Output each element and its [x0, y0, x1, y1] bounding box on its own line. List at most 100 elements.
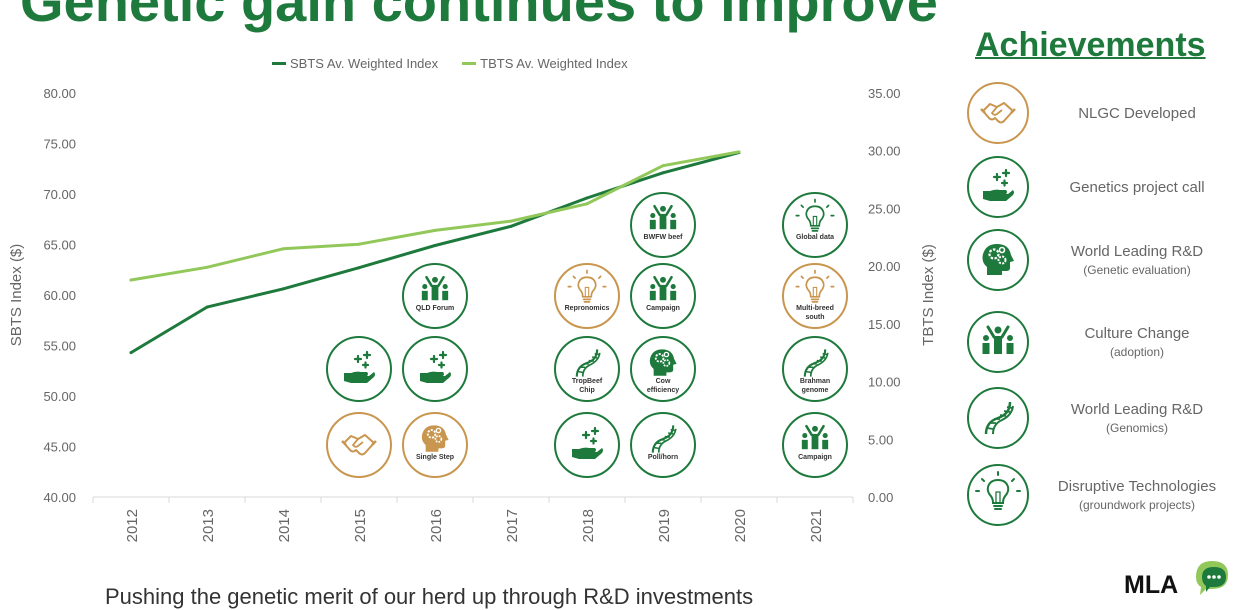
- annotation-hand-sparkle-2016-2: [402, 336, 468, 402]
- achievement-label: NLGC Developed: [1078, 104, 1196, 122]
- achievement-sub: (Genomics): [1105, 421, 1168, 435]
- annotation-bulb-2018-3: Repronomics: [554, 263, 620, 329]
- data-point-tbts-2019: [661, 164, 665, 168]
- hand-sparkle-icon: [572, 426, 603, 459]
- y-left-tick-label: 70.00: [43, 187, 76, 202]
- x-tick-label-2021: 2021: [808, 509, 825, 542]
- achievement-sub: (adoption): [1109, 345, 1165, 359]
- annotation-circle: [402, 336, 468, 402]
- y-left-tick-label: 45.00: [43, 440, 76, 455]
- data-point-tbts-2016: [433, 228, 437, 232]
- head-gears-icon: [649, 349, 677, 376]
- achievement-sub: (groundwork projects): [1078, 498, 1196, 512]
- y-left-tick-label: 55.00: [43, 339, 76, 354]
- x-tick-label-2016: 2016: [428, 509, 445, 542]
- achievement-sub: (Genetic evaluation): [1083, 263, 1191, 277]
- hand-sparkle-icon: [967, 156, 1029, 218]
- data-point-sbts-2013: [205, 305, 209, 309]
- mla-logo: MLA: [1124, 555, 1244, 600]
- head-gears-icon: [967, 229, 1029, 291]
- dna-icon: [803, 349, 829, 377]
- annotation-circle: [554, 336, 620, 402]
- achievements-title: Achievements: [975, 26, 1206, 64]
- annotation-bulb-2021-4: Global data: [782, 192, 848, 258]
- annotation-circle: [630, 412, 696, 478]
- y-right-tick-label: 25.00: [868, 201, 901, 216]
- x-tick-label-2015: 2015: [352, 509, 369, 542]
- annotation-label: Poll/horn: [648, 454, 678, 461]
- annotation-label: TropBeef Chip: [572, 378, 603, 394]
- dna-icon: [967, 387, 1029, 449]
- y-right-tick-label: 35.00: [868, 86, 901, 101]
- y-left-tick-label: 50.00: [43, 389, 76, 404]
- annotation-head-gears-2016-1: Single Step: [402, 412, 468, 478]
- achievement-item-project-call: Genetics project call: [967, 156, 1247, 222]
- data-point-sbts-2017: [509, 224, 513, 228]
- logo-text: MLA: [1124, 571, 1179, 599]
- y-left-tick-label: 60.00: [43, 288, 76, 303]
- annotation-label: Brahman genome: [800, 378, 830, 394]
- annotation-dna-2021-2: Brahman genome: [782, 336, 848, 402]
- legend-item-sbts: SBTS Av. Weighted Index: [272, 56, 438, 71]
- dna-icon: [651, 425, 677, 453]
- data-point-tbts-2014: [281, 247, 285, 251]
- handshake-icon: [967, 82, 1029, 144]
- achievement-item-disruptive-tech: Disruptive Technologies (groundwork proj…: [967, 464, 1247, 530]
- x-tick-label-2018: 2018: [580, 509, 597, 542]
- x-tick-label-2013: 2013: [200, 509, 217, 542]
- y-left-tick-label: 40.00: [43, 490, 76, 505]
- achievement-item-nlgc: NLGC Developed: [967, 82, 1247, 148]
- y-left-axis-title: SBTS Index ($): [8, 244, 25, 347]
- annotation-handshake-2015-1: [326, 412, 392, 478]
- data-point-sbts-2014: [281, 287, 285, 291]
- achievement-label: World Leading R&D: [1070, 243, 1204, 260]
- y-right-tick-label: 10.00: [868, 375, 901, 390]
- annotation-label: Cow efficiency: [647, 378, 679, 394]
- data-point-sbts-2018: [585, 196, 589, 200]
- data-point-tbts-2018: [585, 202, 589, 206]
- annotation-circle: [782, 336, 848, 402]
- hand-sparkle-icon: [420, 350, 451, 383]
- speech-bubble-icon: [1196, 561, 1228, 595]
- y-right-tick-label: 15.00: [868, 317, 901, 332]
- x-tick-label-2019: 2019: [656, 509, 673, 542]
- annotation-people-2019-3: Campaign: [630, 263, 696, 329]
- lightbulb-icon: [967, 464, 1029, 526]
- achievement-item-culture-change: Culture Change (adoption): [967, 311, 1247, 377]
- bulb-icon: [567, 269, 607, 303]
- annotation-dna-2018-2: TropBeef Chip: [554, 336, 620, 402]
- people-icon: [421, 275, 449, 301]
- annotation-label: Campaign: [798, 454, 832, 461]
- annotation-circle: [326, 336, 392, 402]
- people-icon: [649, 275, 677, 301]
- annotation-people-2021-1: Campaign: [782, 412, 848, 478]
- legend-swatch-sbts: [272, 62, 286, 65]
- people-icon: [801, 424, 829, 450]
- legend-label-sbts: SBTS Av. Weighted Index: [290, 56, 439, 71]
- achievement-label: Disruptive Technologies: [1057, 478, 1217, 495]
- annotation-head-gears-2019-2: Cow efficiency: [630, 336, 696, 402]
- hand-sparkle-icon: [344, 350, 375, 383]
- annotation-label: Single Step: [416, 454, 454, 461]
- annotation-label: Campaign: [646, 305, 680, 312]
- annotation-label: Global data: [796, 234, 834, 241]
- dna-icon: [575, 349, 601, 377]
- x-tick-label-2012: 2012: [124, 509, 141, 542]
- achievement-item-genetic-evaluation: World Leading R&D (Genetic evaluation): [967, 229, 1247, 295]
- x-tick-label-2020: 2020: [732, 509, 749, 542]
- y-right-axis-title: TBTS Index ($): [920, 244, 937, 346]
- data-point-sbts-2016: [433, 244, 437, 248]
- achievement-label: Genetics project call: [1069, 178, 1205, 196]
- people-icon: [967, 311, 1029, 373]
- annotation-label: Multi-breed south: [796, 305, 834, 321]
- head-gears-icon: [421, 425, 449, 452]
- data-point-tbts-2012: [129, 278, 133, 282]
- achievement-item-genomics: World Leading R&D (Genomics): [967, 387, 1247, 453]
- legend-swatch-tbts: [462, 62, 477, 65]
- bottom-caption: Pushing the genetic merit of our herd up…: [105, 584, 754, 609]
- y-left-tick-label: 65.00: [43, 238, 76, 253]
- annotation-people-2019-4: BWFW beef: [630, 192, 696, 258]
- handshake-icon: [341, 434, 377, 456]
- bulb-icon: [795, 198, 835, 232]
- y-left-tick-label: 80.00: [43, 86, 76, 101]
